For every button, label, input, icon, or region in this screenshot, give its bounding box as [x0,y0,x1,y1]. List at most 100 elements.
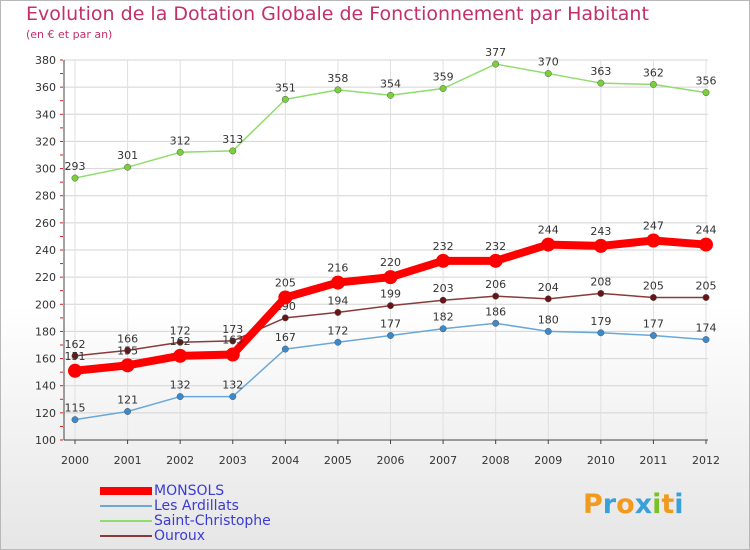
data-point [383,270,398,285]
data-point [278,290,293,305]
data-point [649,294,657,301]
data-label: 313 [222,133,243,146]
x-tick-label: 2000 [61,454,89,467]
data-label: 216 [327,262,348,275]
data-point [387,91,394,99]
y-tick-label: 140 [35,380,56,393]
data-label: 301 [117,149,138,162]
x-tick-label: 2008 [482,454,510,467]
y-tick-label: 360 [35,81,56,94]
logo-letter: i [674,489,684,520]
chart-subtitle: (en € et par an) [26,28,113,41]
data-label: 247 [643,220,664,233]
data-label: 177 [380,318,401,331]
x-tick-label: 2012 [692,454,720,467]
y-tick-label: 320 [35,135,56,148]
data-point [281,95,289,103]
data-point [702,89,710,97]
data-label: 205 [696,280,717,293]
x-tick-label: 2004 [271,454,299,467]
data-point [492,60,500,68]
x-tick-label: 2005 [324,454,352,467]
data-point [597,79,605,87]
data-point [597,329,605,337]
x-tick-label: 2011 [639,454,667,467]
data-label: 351 [275,81,296,94]
x-tick-label: 2010 [587,454,615,467]
data-label: 167 [275,331,296,344]
data-label: 115 [65,402,86,415]
data-point [488,253,503,268]
data-point [124,346,132,354]
data-point [544,295,552,303]
data-point [702,336,710,344]
x-tick-label: 2009 [534,454,562,467]
data-label: 220 [380,256,401,269]
logo-letter: r [602,489,617,520]
y-tick-label: 220 [35,271,56,284]
data-point [71,416,79,424]
proxiti-logo: Proxiti [583,489,684,520]
data-label: 312 [170,134,191,147]
data-label: 172 [170,324,191,337]
y-tick-label: 100 [35,434,56,447]
legend-swatch [100,535,152,537]
data-point [225,347,240,362]
data-point [439,296,447,304]
data-point [593,238,608,253]
data-label: 244 [538,224,559,237]
data-label: 162 [170,335,191,348]
data-label: 205 [275,277,296,290]
data-label: 208 [590,275,611,288]
data-label: 155 [117,344,138,357]
data-label: 232 [485,240,506,253]
logo-letter: x [634,489,653,520]
data-point [330,275,345,290]
logo-letter: t [661,489,675,520]
x-tick-label: 2001 [114,454,142,467]
data-label: 162 [65,338,86,351]
data-point [702,294,710,301]
data-label: 293 [65,160,86,173]
data-label: 180 [538,313,559,326]
x-tick-label: 2007 [429,454,457,467]
data-point [281,345,289,353]
data-point [124,163,132,171]
data-label: 354 [380,77,401,90]
data-point [229,337,237,345]
data-point [334,338,342,346]
data-label: 243 [590,225,611,238]
data-point [229,147,237,155]
data-label: 363 [590,65,611,78]
data-point [544,70,552,78]
data-label: 204 [538,281,559,294]
data-point [120,358,135,373]
data-label: 174 [696,322,717,335]
data-point [646,233,661,248]
data-point [176,338,184,346]
data-label: 356 [696,75,717,88]
data-point [173,348,188,363]
data-label: 166 [117,332,138,345]
data-label: 179 [590,315,611,328]
data-point [492,292,500,300]
logo-letter: P [583,489,603,520]
data-label: 370 [538,56,559,69]
data-point [649,80,657,88]
y-tick-label: 380 [35,54,56,67]
data-label: 362 [643,66,664,79]
data-label: 173 [222,323,243,336]
data-label: 151 [65,350,86,363]
data-point [124,408,132,415]
legend-label: Saint-Christophe [154,513,271,529]
data-label: 199 [380,288,401,301]
data-label: 203 [433,282,454,295]
logo-letter: o [616,489,635,520]
data-point [597,289,605,297]
x-tick-label: 2006 [377,454,405,467]
data-label: 206 [485,278,506,291]
data-label: 163 [222,334,243,347]
data-label: 177 [643,318,664,331]
legend-label: Les Ardillats [154,498,239,514]
x-tick-label: 2002 [166,454,194,467]
